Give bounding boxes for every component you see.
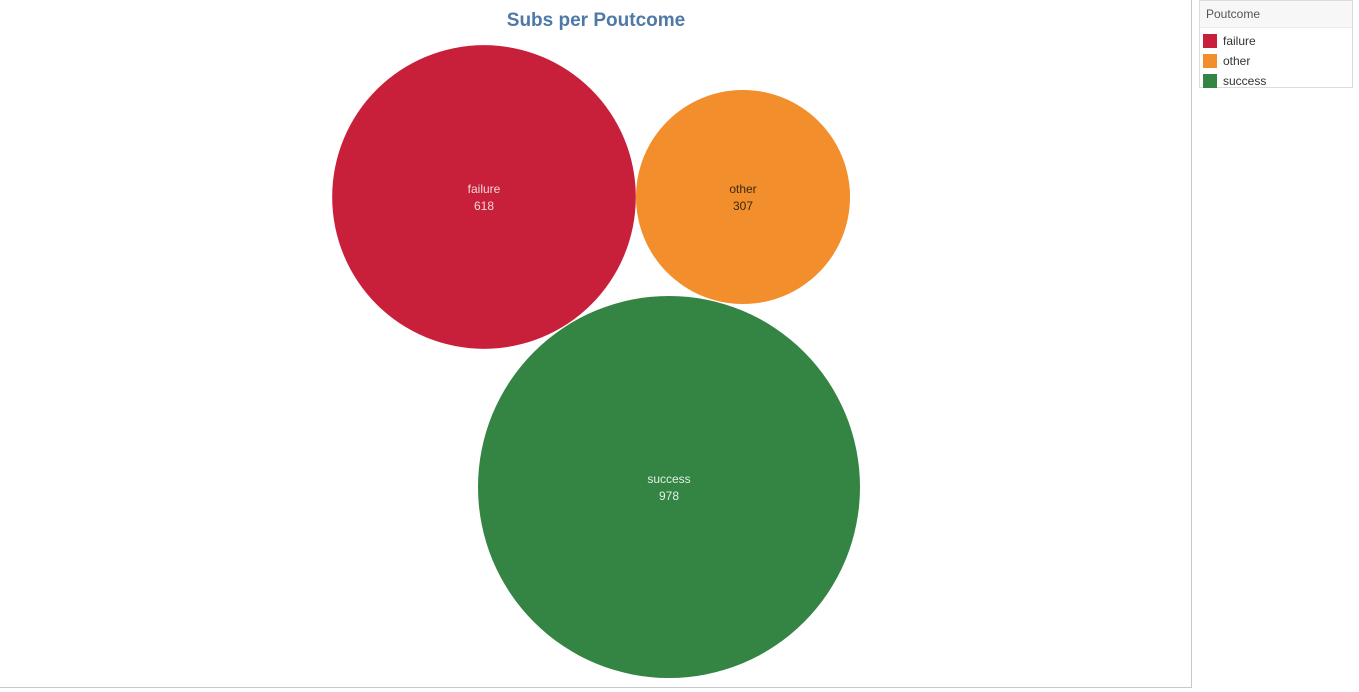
- legend-swatch-failure: [1203, 34, 1217, 48]
- bubble-value-label-other: 307: [733, 199, 753, 213]
- legend-items: failure other success: [1200, 28, 1352, 91]
- legend-title: Poutcome: [1200, 1, 1352, 28]
- color-legend: Poutcome failure other success: [1199, 0, 1353, 88]
- chart-pane: Subs per Poutcome failure 618 other 307 succ…: [0, 0, 1192, 688]
- bubble-mark-failure[interactable]: [332, 45, 636, 349]
- bubble-failure[interactable]: failure 618: [332, 45, 636, 349]
- legend-swatch-other: [1203, 54, 1217, 68]
- legend-item-other[interactable]: other: [1200, 51, 1352, 71]
- bubble-category-label-failure: failure: [468, 182, 501, 196]
- bubble-chart: failure 618 other 307 success 978: [332, 45, 860, 678]
- legend-item-failure[interactable]: failure: [1200, 31, 1352, 51]
- bubble-success[interactable]: success 978: [478, 296, 860, 678]
- bubble-mark-success[interactable]: [478, 296, 860, 678]
- bubble-value-label-success: 978: [659, 489, 679, 503]
- legend-swatch-success: [1203, 74, 1217, 88]
- bubble-category-label-success: success: [647, 472, 690, 486]
- legend-item-success[interactable]: success: [1200, 71, 1352, 91]
- bubble-category-label-other: other: [729, 182, 756, 196]
- bubble-other[interactable]: other 307: [635, 89, 851, 305]
- chart-title: Subs per Poutcome: [506, 10, 686, 31]
- legend-label-success: success: [1223, 74, 1267, 88]
- bubble-value-label-failure: 618: [474, 199, 494, 213]
- legend-label-failure: failure: [1223, 34, 1256, 48]
- legend-label-other: other: [1223, 54, 1251, 68]
- bubble-mark-other[interactable]: [635, 89, 851, 305]
